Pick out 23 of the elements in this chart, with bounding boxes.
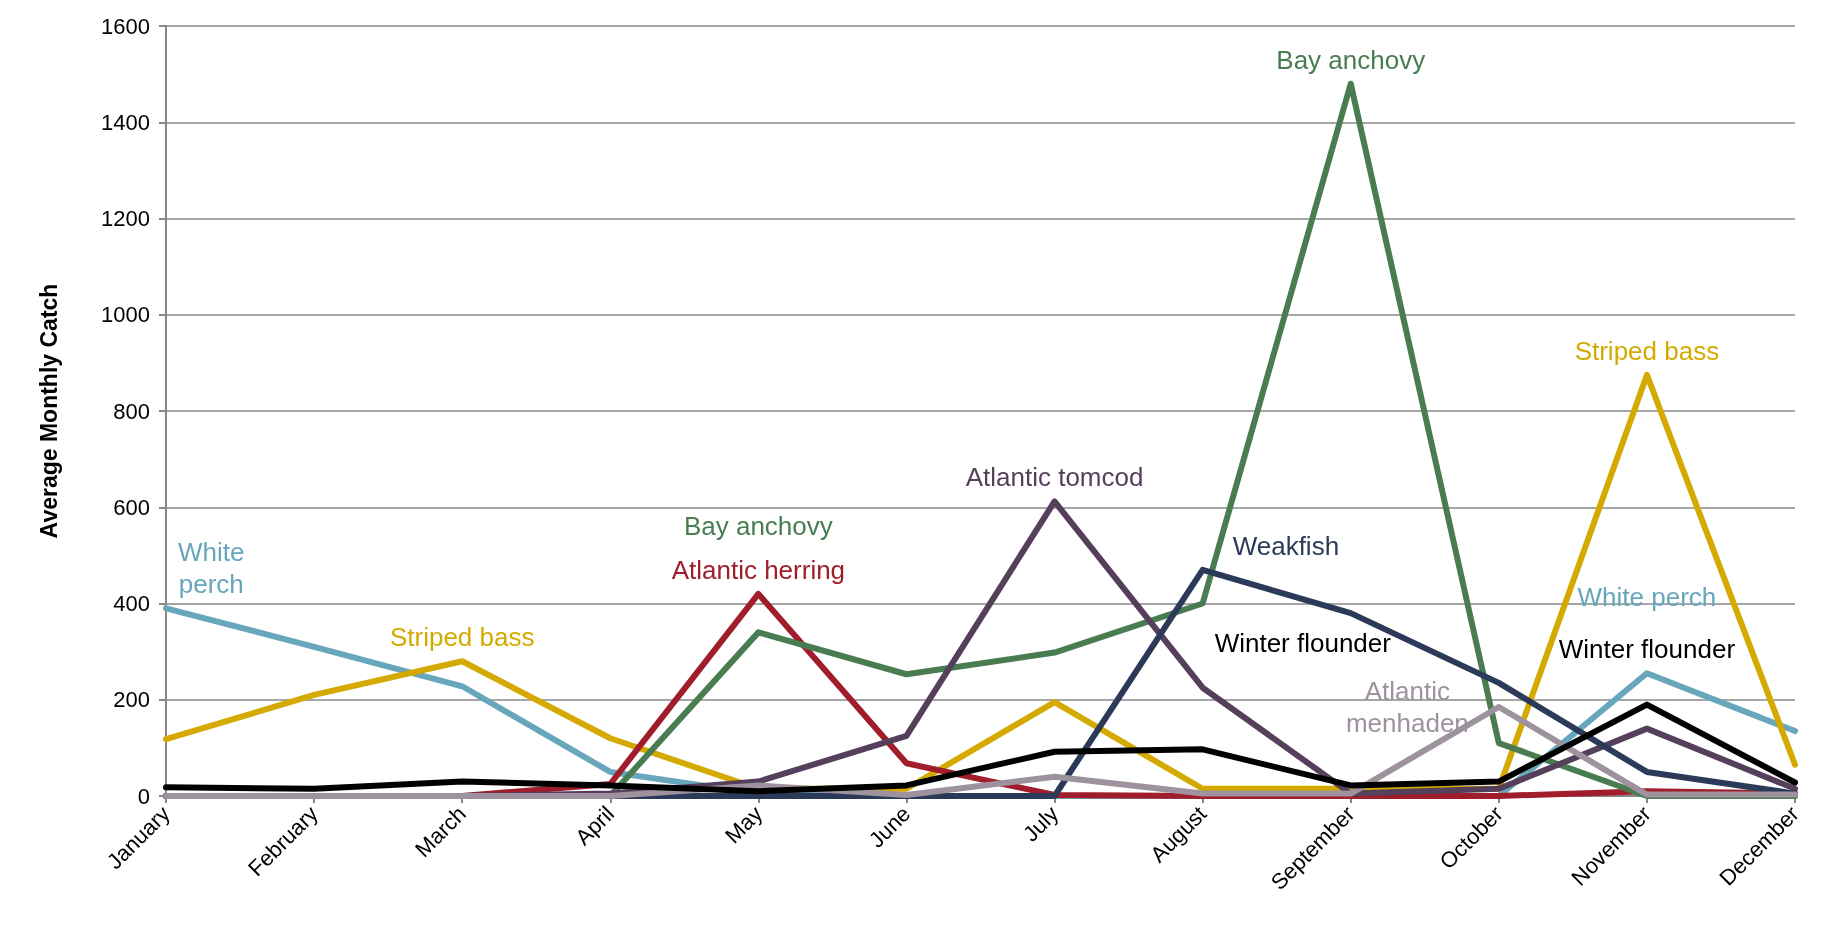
series-label: Striped bass	[1574, 335, 1720, 366]
series-label: Atlantic menhaden	[1345, 675, 1469, 738]
annotation: Bay anchovy	[683, 511, 833, 542]
series-label: Atlantic tomcod	[965, 462, 1144, 493]
y-tick-label: 400	[113, 591, 150, 616]
y-tick-label: 800	[113, 398, 150, 424]
y-tick-label: 200	[113, 687, 150, 713]
y-tick-label: 1000	[101, 302, 150, 328]
y-axis-title: Average Monthly Catch	[35, 283, 62, 539]
series-label: Bay anchovy	[1276, 44, 1426, 75]
y-tick-label: 0	[137, 783, 150, 809]
annotation: Striped bass	[389, 622, 535, 653]
y-tick-label: 1600	[101, 13, 150, 39]
y-tick-label: 1200	[101, 206, 150, 231]
x-tick-label: May	[720, 801, 768, 849]
y-tick-label: 600	[113, 494, 150, 520]
x-tick-label: July	[1018, 801, 1064, 847]
text: Winter flounder	[1558, 633, 1736, 664]
series-label: Weakfish	[1232, 530, 1340, 561]
series-label: White perch	[178, 537, 245, 600]
annotation: Winter flounder	[1214, 628, 1392, 659]
y-tick-label: 1400	[101, 109, 150, 135]
series-label: Atlantic herring	[671, 554, 846, 585]
